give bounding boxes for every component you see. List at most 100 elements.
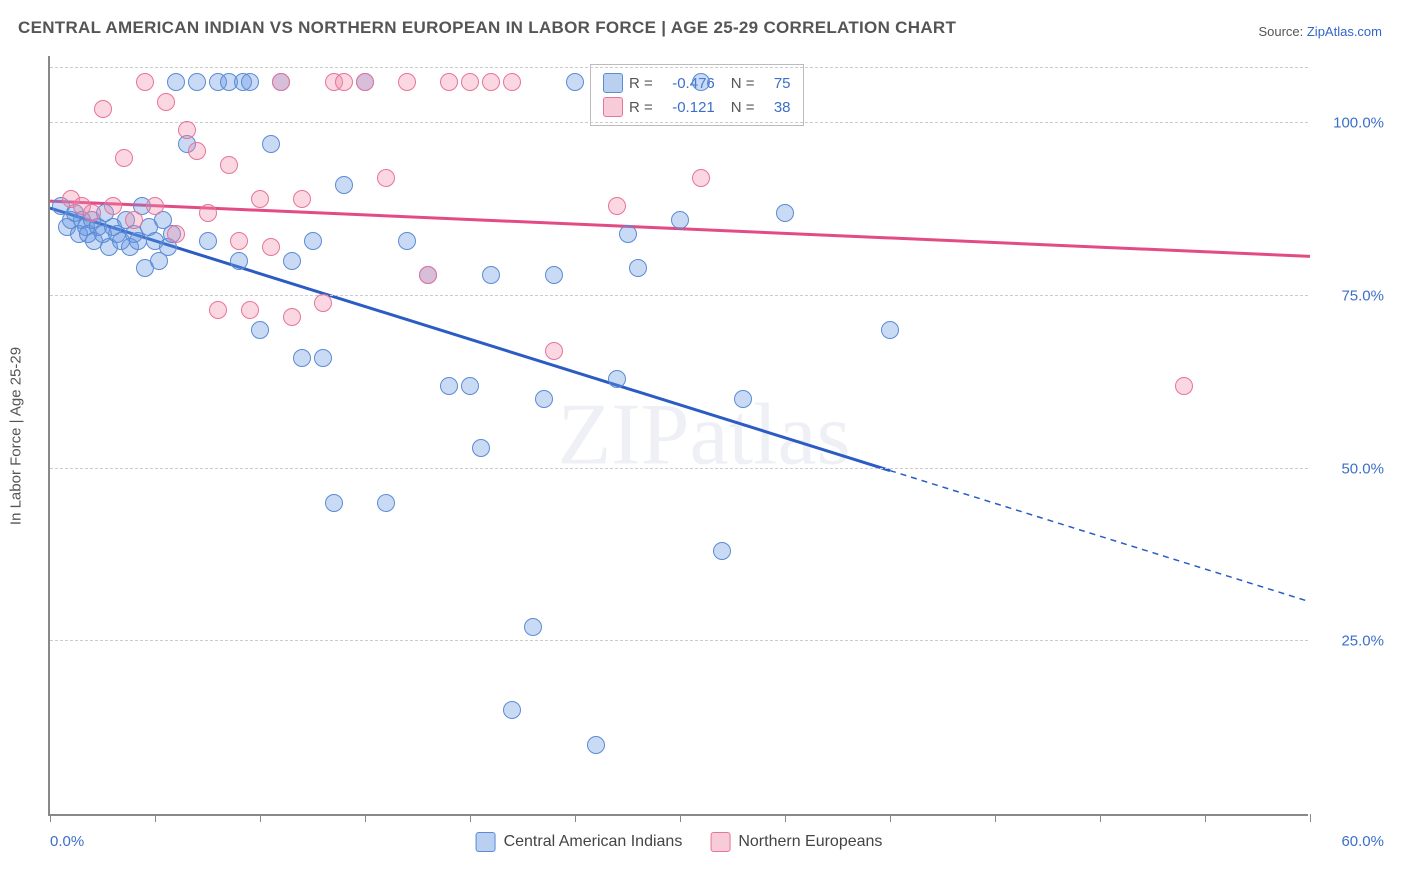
x-tick [680, 814, 681, 822]
data-point-ne [104, 197, 122, 215]
regression-lines [50, 56, 1310, 816]
data-point-ne [115, 149, 133, 167]
data-point-cai [167, 73, 185, 91]
data-point-cai [535, 390, 553, 408]
r-label: R = [629, 75, 653, 92]
data-point-cai [503, 701, 521, 719]
y-tick-label: 25.0% [1314, 633, 1384, 650]
data-point-cai [608, 370, 626, 388]
data-point-cai [671, 211, 689, 229]
data-point-ne [262, 238, 280, 256]
data-point-cai [461, 377, 479, 395]
n-value: 38 [761, 99, 791, 116]
data-point-cai [241, 73, 259, 91]
data-point-cai [587, 736, 605, 754]
x-tick [260, 814, 261, 822]
gridline [50, 122, 1308, 123]
data-point-cai [472, 439, 490, 457]
chart-container: In Labor Force | Age 25-29 ZIPatlas R =-… [48, 56, 1388, 816]
r-value: -0.121 [659, 99, 715, 116]
data-point-cai [377, 494, 395, 512]
x-tick [575, 814, 576, 822]
data-point-cai [283, 252, 301, 270]
source-attribution: Source: ZipAtlas.com [1258, 24, 1382, 39]
legend-swatch [603, 97, 623, 117]
data-point-cai [314, 349, 332, 367]
data-point-cai [713, 542, 731, 560]
n-value: 75 [761, 75, 791, 92]
data-point-cai [629, 259, 647, 277]
data-point-ne [398, 73, 416, 91]
x-tick [50, 814, 51, 822]
data-point-cai [881, 321, 899, 339]
data-point-ne [220, 156, 238, 174]
data-point-cai [199, 232, 217, 250]
x-tick [995, 814, 996, 822]
data-point-ne [209, 301, 227, 319]
data-point-ne [272, 73, 290, 91]
data-point-cai [304, 232, 322, 250]
data-point-cai [230, 252, 248, 270]
series-legend: Central American Indians Northern Europea… [476, 832, 883, 852]
data-point-ne [94, 100, 112, 118]
data-point-ne [482, 73, 500, 91]
data-point-cai [325, 494, 343, 512]
data-point-cai [545, 266, 563, 284]
data-point-ne [1175, 377, 1193, 395]
data-point-ne [377, 169, 395, 187]
x-tick [1310, 814, 1311, 822]
x-tick [155, 814, 156, 822]
y-axis-title: In Labor Force | Age 25-29 [8, 347, 25, 525]
data-point-ne [157, 93, 175, 111]
watermark: ZIPatlas [558, 385, 851, 486]
data-point-ne [167, 225, 185, 243]
data-point-ne [461, 73, 479, 91]
r-label: R = [629, 99, 653, 116]
stats-legend-row: R =-0.121N =38 [603, 95, 791, 119]
legend-label: Central American Indians [504, 833, 683, 851]
y-tick-label: 50.0% [1314, 460, 1384, 477]
data-point-cai [692, 73, 710, 91]
data-point-cai [734, 390, 752, 408]
x-tick [1205, 814, 1206, 822]
data-point-cai [398, 232, 416, 250]
x-axis-max-label: 60.0% [1341, 833, 1384, 850]
data-point-ne [503, 73, 521, 91]
plot-area: ZIPatlas R =-0.476N =75R =-0.121N =38 0.… [48, 56, 1308, 816]
data-point-cai [619, 225, 637, 243]
data-point-ne [199, 204, 217, 222]
legend-item: Northern Europeans [710, 832, 882, 852]
data-point-ne [230, 232, 248, 250]
gridline [50, 640, 1308, 641]
y-tick-label: 100.0% [1314, 115, 1384, 132]
data-point-ne [440, 73, 458, 91]
x-tick [365, 814, 366, 822]
x-tick [890, 814, 891, 822]
data-point-ne [545, 342, 563, 360]
data-point-ne [83, 204, 101, 222]
data-point-ne [136, 73, 154, 91]
legend-swatch [476, 832, 496, 852]
data-point-ne [608, 197, 626, 215]
legend-swatch [603, 73, 623, 93]
source-prefix: Source: [1258, 24, 1306, 39]
data-point-ne [419, 266, 437, 284]
data-point-cai [524, 618, 542, 636]
chart-title: CENTRAL AMERICAN INDIAN VS NORTHERN EURO… [18, 18, 956, 38]
x-axis-min-label: 0.0% [50, 833, 84, 850]
data-point-ne [251, 190, 269, 208]
source-link[interactable]: ZipAtlas.com [1307, 24, 1382, 39]
legend-label: Northern Europeans [738, 833, 882, 851]
gridline [50, 67, 1308, 68]
data-point-ne [356, 73, 374, 91]
n-label: N = [731, 75, 755, 92]
data-point-cai [566, 73, 584, 91]
legend-swatch [710, 832, 730, 852]
data-point-cai [251, 321, 269, 339]
data-point-ne [692, 169, 710, 187]
data-point-ne [283, 308, 301, 326]
data-point-cai [188, 73, 206, 91]
x-tick [1100, 814, 1101, 822]
data-point-cai [262, 135, 280, 153]
gridline [50, 468, 1308, 469]
